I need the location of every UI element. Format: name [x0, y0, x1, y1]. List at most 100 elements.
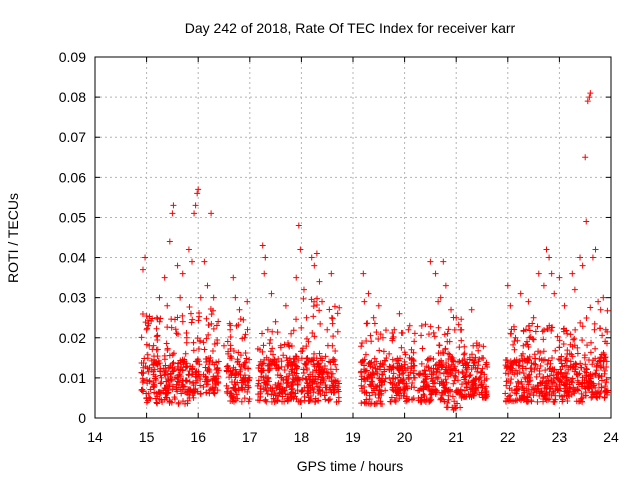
data-point	[564, 357, 571, 364]
data-point	[374, 382, 381, 389]
data-point	[468, 366, 475, 373]
data-point	[554, 333, 561, 340]
data-point	[594, 362, 601, 369]
data-point	[241, 359, 248, 366]
data-point	[266, 340, 273, 347]
data-point	[458, 337, 465, 344]
data-point	[170, 367, 177, 374]
data-point	[591, 371, 598, 378]
data-point	[358, 343, 365, 350]
data-point	[209, 376, 216, 383]
data-point	[187, 310, 194, 317]
data-point	[524, 378, 531, 385]
data-point	[400, 392, 407, 399]
data-point	[546, 385, 553, 392]
data-point	[597, 306, 604, 313]
data-point	[169, 364, 176, 371]
y-tick-label: 0.02	[59, 330, 86, 346]
y-tick-label: 0.06	[59, 169, 86, 185]
data-point	[193, 358, 200, 365]
data-point	[449, 404, 456, 411]
data-point	[574, 350, 581, 357]
data-point	[202, 355, 209, 362]
data-point	[427, 394, 434, 401]
data-point	[153, 359, 160, 366]
y-tick-label: 0	[78, 410, 86, 426]
data-point	[534, 398, 541, 405]
data-point	[373, 329, 380, 336]
data-point	[507, 358, 514, 365]
data-point	[375, 335, 382, 342]
data-point	[438, 362, 445, 369]
data-point	[321, 365, 328, 372]
data-point	[553, 383, 560, 390]
data-point	[329, 320, 336, 327]
data-point	[314, 295, 321, 302]
data-point	[237, 352, 244, 359]
data-point	[507, 392, 514, 399]
data-point	[564, 330, 571, 337]
data-point	[245, 377, 252, 384]
data-point	[579, 262, 586, 269]
data-point	[400, 380, 407, 387]
data-point	[408, 363, 415, 370]
data-point	[377, 400, 384, 407]
data-point	[273, 398, 280, 405]
data-point	[502, 390, 509, 397]
data-point	[506, 385, 513, 392]
data-point	[360, 270, 367, 277]
data-point	[422, 321, 429, 328]
data-point	[601, 388, 608, 395]
data-point	[552, 347, 559, 354]
data-point	[171, 374, 178, 381]
data-point	[468, 392, 475, 399]
data-point	[179, 312, 186, 319]
data-point	[434, 366, 441, 373]
data-point	[600, 294, 607, 301]
data-point	[562, 357, 569, 364]
data-point	[157, 368, 164, 375]
data-point	[483, 393, 490, 400]
data-point	[177, 294, 184, 301]
data-point	[442, 282, 449, 289]
data-point	[511, 338, 518, 345]
y-tick-label: 0.03	[59, 290, 86, 306]
data-point	[550, 389, 557, 396]
data-point	[427, 258, 434, 265]
data-point	[582, 361, 589, 368]
data-point	[466, 356, 473, 363]
data-point	[409, 380, 416, 387]
data-point	[576, 370, 583, 377]
data-point	[254, 345, 261, 352]
data-point	[197, 338, 204, 345]
data-point	[396, 371, 403, 378]
data-point	[205, 321, 212, 328]
data-point	[541, 327, 548, 334]
data-point	[434, 375, 441, 382]
data-point	[562, 369, 569, 376]
data-point	[415, 387, 422, 394]
data-point	[453, 314, 460, 321]
data-point	[579, 337, 586, 344]
data-point	[208, 320, 215, 327]
data-point	[333, 366, 340, 373]
data-point	[309, 369, 316, 376]
data-point	[591, 320, 598, 327]
data-point	[324, 326, 331, 333]
data-point	[326, 386, 333, 393]
data-point	[432, 270, 439, 277]
data-point	[260, 360, 267, 367]
data-point	[270, 395, 277, 402]
data-point	[481, 371, 488, 378]
data-point	[390, 370, 397, 377]
data-point	[246, 356, 253, 363]
data-point	[322, 382, 329, 389]
data-point	[405, 326, 412, 333]
data-point	[419, 345, 426, 352]
data-point	[300, 295, 307, 302]
y-axis-label: ROTI / TECUs	[5, 193, 21, 283]
data-point	[550, 379, 557, 386]
data-point	[547, 365, 554, 372]
data-point	[458, 326, 465, 333]
data-point	[297, 246, 304, 253]
